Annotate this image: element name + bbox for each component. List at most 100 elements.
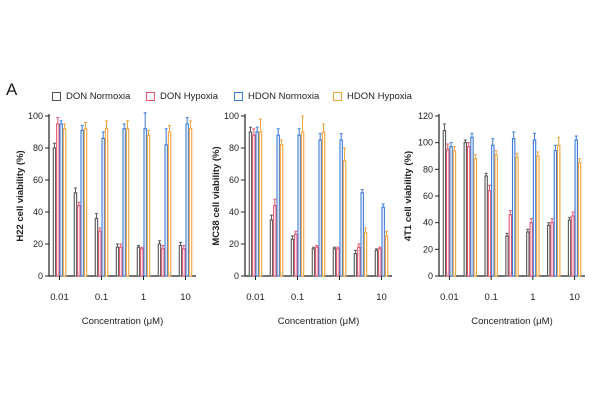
y-tick-label: 100 [28, 111, 43, 121]
bar [511, 138, 516, 277]
chart-0: 0 20 40 60 80 100 0.01 0.1 1 10 Concentration (μM)… [15, 111, 196, 327]
bar [577, 162, 582, 277]
legend-swatch-hdon-normoxia [234, 92, 243, 101]
bar [300, 131, 305, 277]
bar [378, 248, 382, 277]
bar [339, 139, 343, 277]
legend-label-hdon-hypoxia: HDON Hypoxia [347, 91, 412, 102]
bar [374, 249, 379, 277]
bar [157, 243, 162, 277]
y-tick-label: 120 [418, 111, 433, 121]
y-tick-label: 60 [423, 191, 433, 201]
legend: DON Normoxia DON Hypoxia HDON Normoxia H… [0, 91, 600, 105]
x-axis-title: Concentration (μM) [471, 316, 553, 327]
bar [56, 123, 60, 277]
bar [321, 131, 326, 277]
y-tick-label: 80 [229, 143, 239, 153]
bar [77, 205, 81, 277]
legend-swatch-hdon-hypoxia [333, 92, 342, 101]
bar [446, 148, 450, 277]
x-axis-title: Concentration (μM) [82, 316, 164, 327]
bar [336, 248, 340, 277]
bar [167, 131, 172, 277]
y-tick-label: 60 [229, 175, 239, 185]
legend-item-hdon-normoxia: HDON Normoxia [234, 91, 319, 102]
bar [342, 160, 347, 277]
bar [491, 144, 495, 277]
bar [276, 134, 280, 277]
y-axis-title: H22 cell viability (%) [15, 150, 26, 241]
x-tick-label: 0.1 [291, 292, 304, 303]
y-tick-label: 0 [234, 271, 239, 281]
bar [294, 233, 298, 277]
y-tick-label: 80 [423, 164, 433, 174]
bar [94, 217, 99, 277]
bar [290, 238, 295, 277]
bar [297, 134, 301, 277]
bar [515, 156, 519, 277]
bar [279, 144, 284, 277]
bar [269, 219, 274, 277]
y-tick-label: 100 [418, 138, 433, 148]
y-tick-label: 80 [33, 143, 43, 153]
bar [466, 146, 471, 277]
bar [161, 248, 165, 277]
bar [470, 136, 474, 277]
bar [452, 150, 457, 277]
bar [185, 123, 189, 277]
bar [526, 231, 530, 277]
bar [363, 232, 368, 277]
y-tick-label: 20 [229, 239, 239, 249]
bar [315, 246, 319, 277]
bar [119, 246, 123, 277]
x-axis-title: Concentration (μM) [278, 316, 360, 327]
bar [98, 230, 102, 277]
bar [473, 158, 478, 277]
x-tick-label: 0.1 [485, 292, 498, 303]
bar [101, 137, 105, 277]
bar [484, 175, 488, 277]
bar [381, 206, 385, 277]
legend-label-hdon-normoxia: HDON Normoxia [248, 91, 320, 102]
panel-label: A [6, 80, 18, 99]
bar [463, 142, 467, 277]
bar [252, 134, 256, 277]
bar [550, 222, 554, 277]
y-axis-title: MC38 cell viability (%) [211, 146, 222, 245]
y-tick-label: 0 [38, 271, 43, 281]
bar [62, 128, 67, 277]
legend-item-hdon-hypoxia: HDON Hypoxia [333, 91, 412, 102]
x-tick-label: 0.01 [50, 292, 69, 303]
y-axis-title: 4T1 cell viability (%) [403, 151, 414, 241]
x-tick-label: 1 [337, 292, 342, 303]
bar [188, 128, 193, 277]
bar [508, 214, 513, 277]
legend-label-don-hypoxia: DON Hypoxia [160, 91, 219, 102]
bar [557, 144, 561, 277]
bar [273, 205, 277, 277]
bar [442, 130, 447, 277]
y-tick-label: 40 [423, 218, 433, 228]
bar [80, 129, 84, 277]
bar [164, 144, 168, 277]
bar [357, 246, 361, 277]
bar [353, 253, 358, 277]
bar [115, 246, 120, 277]
bar [571, 215, 575, 277]
x-tick-label: 1 [530, 292, 535, 303]
legend-item-don-hypoxia: DON Hypoxia [146, 91, 218, 102]
bar [146, 134, 151, 277]
x-tick-label: 0.1 [95, 292, 108, 303]
bar [494, 154, 498, 277]
bar [125, 128, 130, 277]
bar [182, 248, 186, 277]
bar [311, 248, 316, 277]
bar [332, 248, 337, 277]
x-tick-label: 10 [180, 292, 191, 303]
legend-swatch-don-normoxia [52, 92, 61, 101]
bar [178, 245, 183, 277]
bar [574, 139, 578, 277]
bar [140, 248, 144, 277]
